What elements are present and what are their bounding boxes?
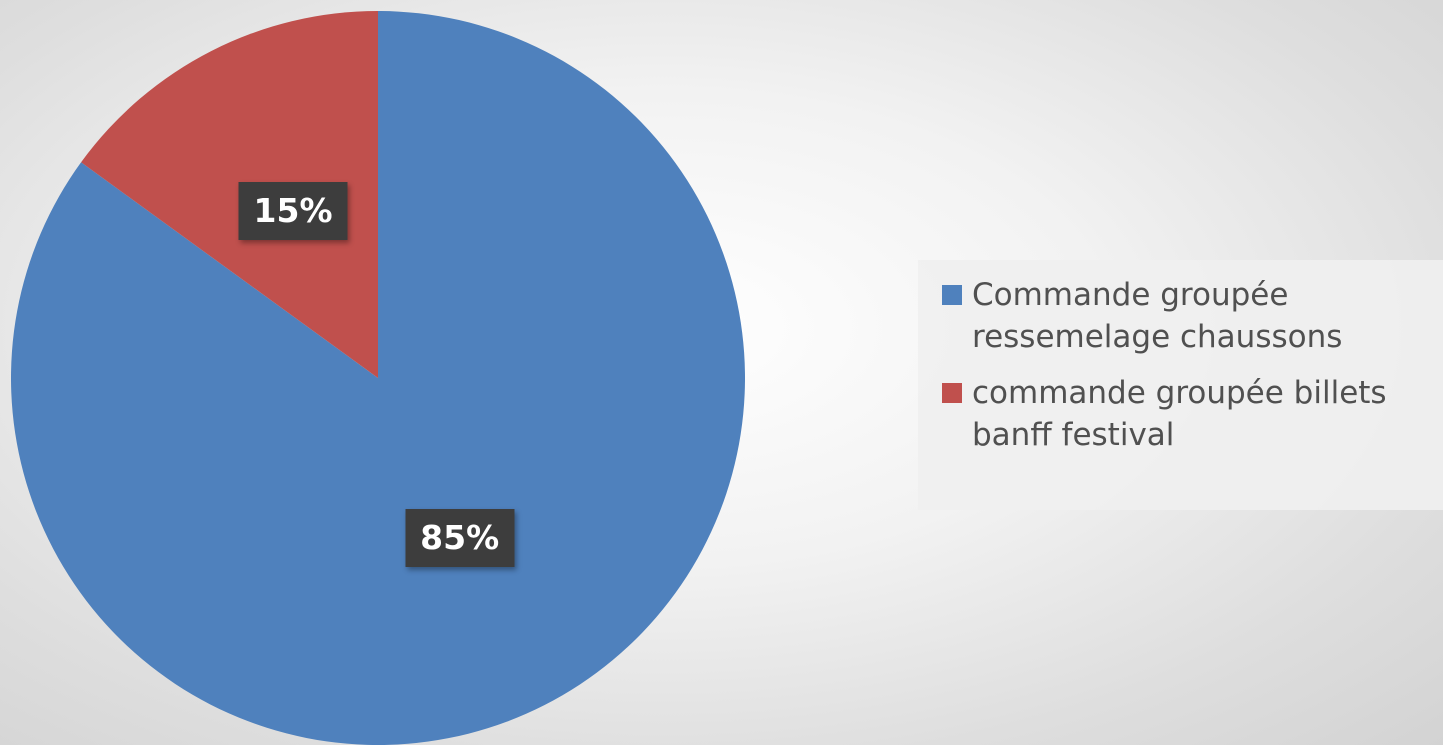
legend-item: commande groupée billets banff festival — [942, 372, 1443, 456]
legend-swatch — [942, 383, 962, 403]
legend-label: commande groupée billets banff festival — [972, 375, 1387, 453]
legend-swatch — [942, 285, 962, 305]
legend-label: Commande groupée ressemelage chaussons — [972, 277, 1343, 355]
legend: Commande groupée ressemelage chaussons c… — [918, 260, 1443, 510]
data-label-slice-1: 15% — [238, 182, 348, 241]
pie-slice-1 — [81, 11, 378, 378]
pie-slice-0 — [10, 11, 745, 745]
legend-item: Commande groupée ressemelage chaussons — [942, 274, 1443, 358]
data-label-slice-0: 85% — [405, 509, 515, 568]
